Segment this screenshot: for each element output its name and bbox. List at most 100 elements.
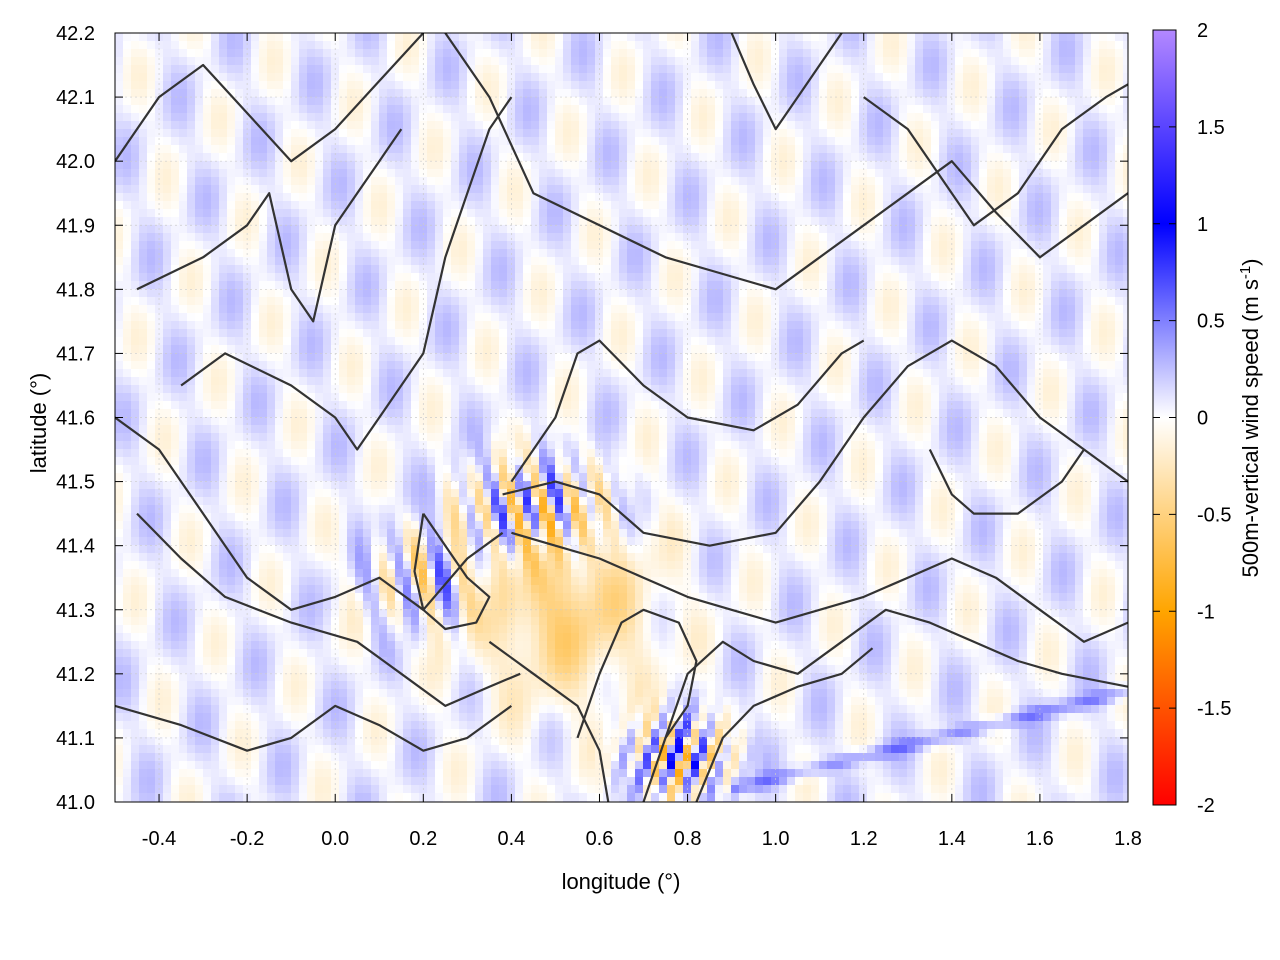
heatmap-cell <box>507 41 516 50</box>
heatmap-cell <box>499 265 508 274</box>
heatmap-cell <box>283 209 292 218</box>
heatmap-cell <box>379 57 388 66</box>
heatmap-cell <box>123 793 132 802</box>
heatmap-cell <box>243 577 252 586</box>
heatmap-cell <box>251 121 260 130</box>
heatmap-cell <box>227 41 236 50</box>
heatmap-cell <box>187 321 196 330</box>
heatmap-cell <box>347 729 356 738</box>
heatmap-cell <box>115 353 124 362</box>
heatmap-cell <box>363 529 372 538</box>
heatmap-cell <box>187 721 196 730</box>
heatmap-cell <box>483 489 492 498</box>
heatmap-cell <box>235 513 244 522</box>
heatmap-cell <box>363 577 372 586</box>
heatmap-cell <box>331 137 340 146</box>
heatmap-cell <box>395 57 404 66</box>
heatmap-cell <box>195 273 204 282</box>
heatmap-cell <box>411 585 420 594</box>
heatmap-cell <box>211 201 220 210</box>
heatmap-cell <box>459 601 468 610</box>
heatmap-cell <box>443 777 452 786</box>
heatmap-cell <box>515 409 524 418</box>
heatmap-cell <box>403 489 412 498</box>
heatmap-cell <box>275 241 284 250</box>
heatmap-cell <box>427 433 436 442</box>
heatmap-cell <box>387 281 396 290</box>
heatmap-cell <box>195 585 204 594</box>
heatmap-cell <box>251 585 260 594</box>
heatmap-cell <box>115 457 124 466</box>
heatmap-cell <box>435 433 444 442</box>
heatmap-cell <box>387 649 396 658</box>
heatmap-cell <box>147 393 156 402</box>
heatmap-cell <box>323 641 332 650</box>
heatmap-cell <box>515 505 524 514</box>
heatmap-cell <box>347 521 356 530</box>
heatmap-cell <box>363 225 372 234</box>
heatmap-cell <box>395 137 404 146</box>
heatmap-cell <box>515 577 524 586</box>
heatmap-cell <box>115 633 124 642</box>
heatmap-cell <box>411 481 420 490</box>
heatmap-cell <box>259 505 268 514</box>
heatmap-cell <box>123 393 132 402</box>
heatmap-cell <box>411 553 420 562</box>
heatmap-cell <box>323 177 332 186</box>
heatmap-cell <box>235 505 244 514</box>
heatmap-cell <box>171 297 180 306</box>
heatmap-cell <box>315 185 324 194</box>
heatmap-cell <box>299 425 308 434</box>
heatmap-cell <box>155 641 164 650</box>
heatmap-cell <box>331 617 340 626</box>
heatmap-cell <box>219 585 228 594</box>
heatmap-cell <box>339 177 348 186</box>
heatmap-cell <box>283 145 292 154</box>
heatmap-cell <box>483 169 492 178</box>
heatmap-cell <box>315 569 324 578</box>
heatmap-cell <box>419 761 428 770</box>
heatmap-cell <box>371 257 380 266</box>
heatmap-cell <box>427 377 436 386</box>
heatmap-cell <box>259 345 268 354</box>
heatmap-cell <box>499 593 508 602</box>
heatmap-cell <box>267 713 276 722</box>
heatmap-cell <box>499 201 508 210</box>
heatmap-cell <box>475 209 484 218</box>
heatmap-cell <box>443 361 452 370</box>
heatmap-cell <box>195 737 204 746</box>
heatmap-cell <box>163 385 172 394</box>
heatmap-cell <box>259 321 268 330</box>
heatmap-cell <box>299 409 308 418</box>
heatmap-cell <box>483 329 492 338</box>
heatmap-cell <box>211 777 220 786</box>
heatmap-cell <box>275 265 284 274</box>
heatmap-cell <box>387 401 396 410</box>
heatmap-cell <box>483 505 492 514</box>
heatmap-cell <box>283 121 292 130</box>
heatmap-cell <box>251 329 260 338</box>
heatmap-cell <box>443 689 452 698</box>
heatmap-cell <box>379 113 388 122</box>
heatmap-cell <box>275 177 284 186</box>
heatmap-cell <box>171 209 180 218</box>
heatmap-cell <box>459 681 468 690</box>
heatmap-cell <box>371 617 380 626</box>
heatmap-cell <box>267 73 276 82</box>
heatmap-cell <box>283 433 292 442</box>
heatmap-cell <box>123 257 132 266</box>
heatmap-cell <box>251 81 260 90</box>
heatmap-cell <box>195 337 204 346</box>
heatmap-cell <box>435 473 444 482</box>
heatmap-cell <box>411 673 420 682</box>
heatmap-cell <box>235 97 244 106</box>
heatmap-cell <box>523 73 532 82</box>
heatmap-cell <box>211 209 220 218</box>
heatmap-cell <box>379 561 388 570</box>
heatmap-cell <box>243 377 252 386</box>
heatmap-cell <box>363 377 372 386</box>
heatmap-cell <box>347 65 356 74</box>
heatmap-cell <box>443 681 452 690</box>
heatmap-cell <box>371 657 380 666</box>
